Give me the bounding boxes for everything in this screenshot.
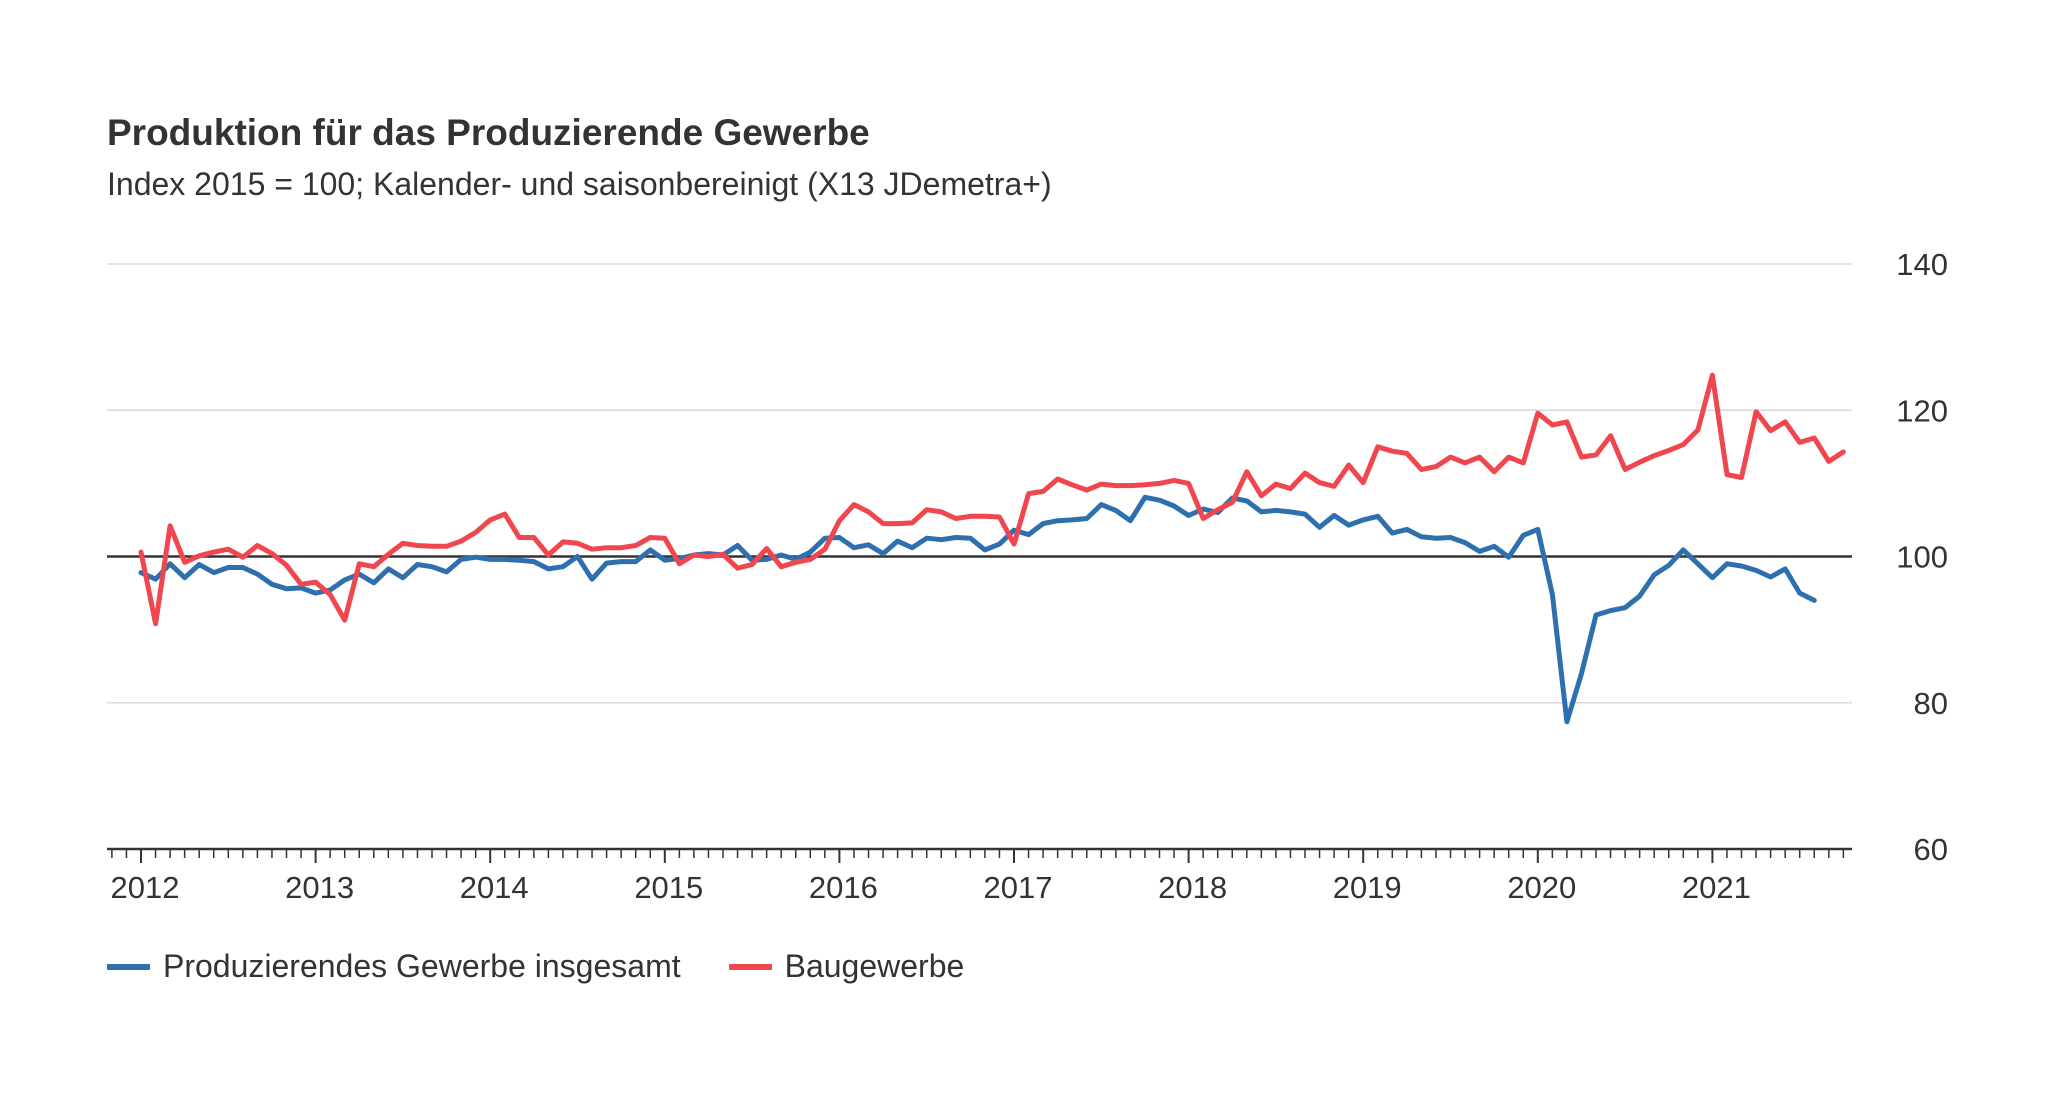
legend-item-produzierendes-gewerbe[interactable]: Produzierendes Gewerbe insgesamt bbox=[107, 948, 681, 985]
x-tick-label: 2017 bbox=[984, 870, 1053, 905]
legend-swatch-red bbox=[728, 963, 772, 970]
series-line-produzierendes-gewerbe-insgesamt[interactable] bbox=[138, 494, 1817, 725]
y-tick-label: 100 bbox=[1896, 540, 1948, 575]
gridlines bbox=[107, 263, 1852, 704]
y-tick-label: 80 bbox=[1914, 686, 1948, 721]
x-tick-label: 2016 bbox=[809, 870, 878, 905]
legend-item-baugewerbe[interactable]: Baugewerbe bbox=[728, 948, 965, 985]
y-tick-label: 120 bbox=[1896, 393, 1948, 428]
x-axis bbox=[107, 847, 1852, 863]
chart-title: Produktion für das Produzierende Gewerbe bbox=[107, 112, 870, 153]
y-tick-label: 140 bbox=[1896, 247, 1948, 282]
legend-swatch-blue bbox=[107, 963, 150, 970]
x-tick-label: 2014 bbox=[460, 870, 529, 905]
y-tick-label: 60 bbox=[1914, 832, 1948, 867]
x-tick-label: 2018 bbox=[1158, 870, 1227, 905]
x-axis-tick-labels: 2012 2013 2014 2015 2016 2017 2018 2019 2020 2021 bbox=[111, 870, 1751, 905]
legend-label-baugewerbe: Baugewerbe bbox=[784, 948, 965, 984]
chart-subtitle: Index 2015 = 100; Kalender- und saisonbe… bbox=[107, 166, 1052, 202]
legend-label-produzierendes-gewerbe: Produzierendes Gewerbe insgesamt bbox=[163, 948, 681, 984]
x-tick-label: 2021 bbox=[1682, 870, 1751, 905]
x-tick-label: 2012 bbox=[111, 870, 180, 905]
x-tick-label: 2020 bbox=[1507, 870, 1576, 905]
series-layer bbox=[138, 372, 1846, 725]
x-tick-label: 2019 bbox=[1333, 870, 1402, 905]
x-tick-label: 2013 bbox=[285, 870, 354, 905]
y-axis-tick-labels: 60 80 100 120 140 bbox=[1896, 247, 1948, 867]
legend: Produzierendes Gewerbe insgesamt Baugewe… bbox=[107, 948, 1012, 985]
x-tick-label: 2015 bbox=[634, 870, 703, 905]
series-line-baugewerbe[interactable] bbox=[138, 372, 1846, 627]
